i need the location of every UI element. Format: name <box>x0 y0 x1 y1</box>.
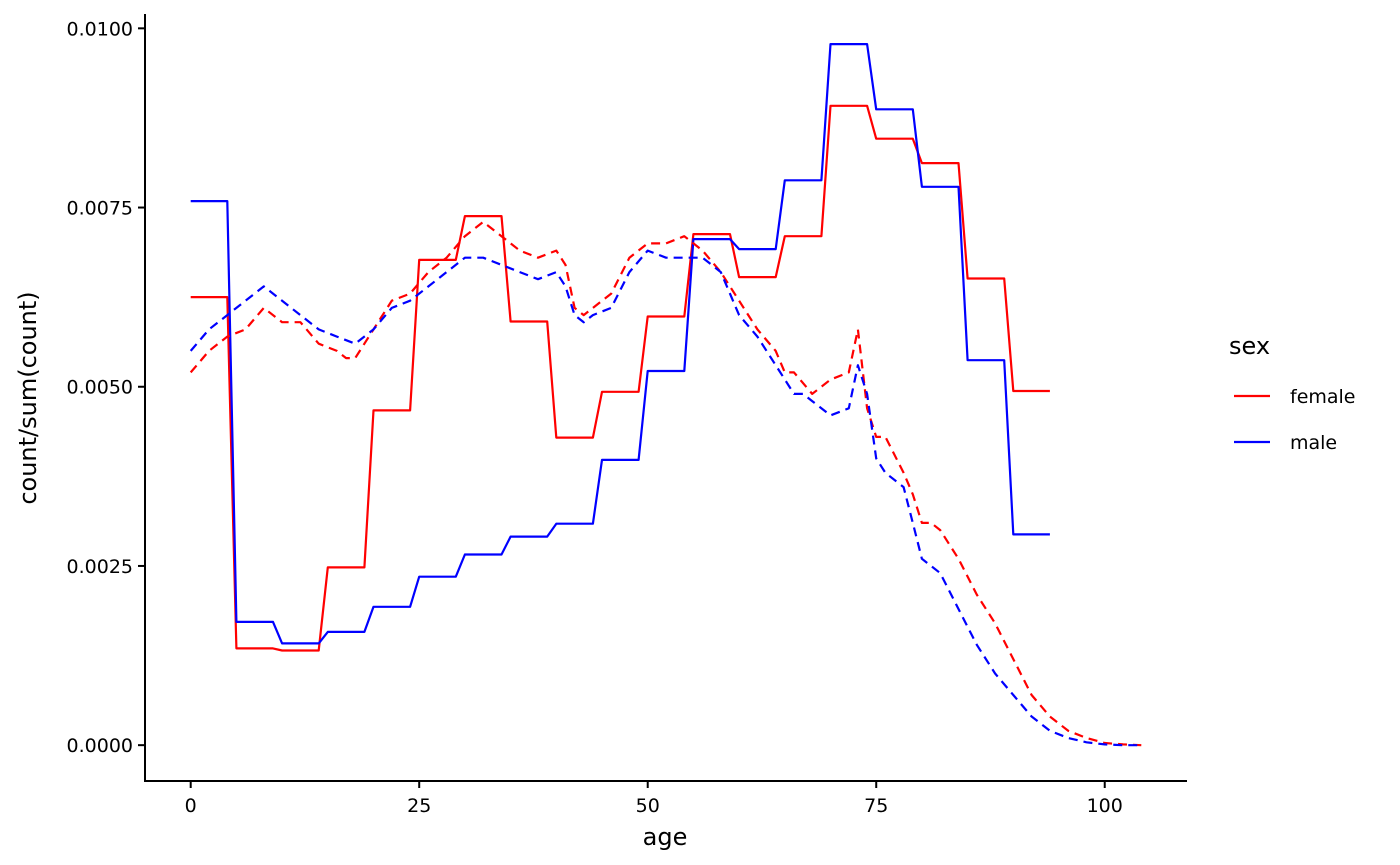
legend: sex female male <box>1229 332 1356 454</box>
plot-area: 0 25 50 75 100 0.0000 0.0025 0.0050 0.0075 0.010… <box>67 14 1187 817</box>
y-tick-label: 0.0075 <box>67 198 133 220</box>
series-line-female-dashed <box>189 220 1142 747</box>
series-layer <box>189 42 1142 747</box>
y-tick-label: 0.0050 <box>67 377 133 399</box>
legend-label-female: female <box>1290 386 1356 408</box>
y-axis-ticks: 0.0000 0.0025 0.0050 0.0075 0.0100 <box>67 18 145 757</box>
legend-entry-female: female <box>1234 386 1356 408</box>
y-tick-label: 0.0025 <box>67 556 133 578</box>
x-tick-label: 100 <box>1087 795 1123 817</box>
y-axis-title: count/sum(count) <box>14 291 42 504</box>
legend-title: sex <box>1229 332 1270 360</box>
x-axis-title: age <box>643 823 688 851</box>
x-tick-label: 25 <box>407 795 431 817</box>
x-tick-label: 75 <box>864 795 888 817</box>
series-line-female-solid <box>190 104 1050 652</box>
legend-label-male: male <box>1290 432 1337 454</box>
x-tick-label: 0 <box>185 795 197 817</box>
series-line-male-solid <box>190 42 1050 645</box>
y-tick-label: 0.0000 <box>67 735 133 757</box>
x-tick-label: 50 <box>636 795 660 817</box>
y-tick-label: 0.0100 <box>67 18 133 40</box>
x-axis-ticks: 0 25 50 75 100 <box>185 781 1123 817</box>
series-line-male-dashed <box>189 249 1142 747</box>
legend-entry-male: male <box>1234 432 1337 454</box>
